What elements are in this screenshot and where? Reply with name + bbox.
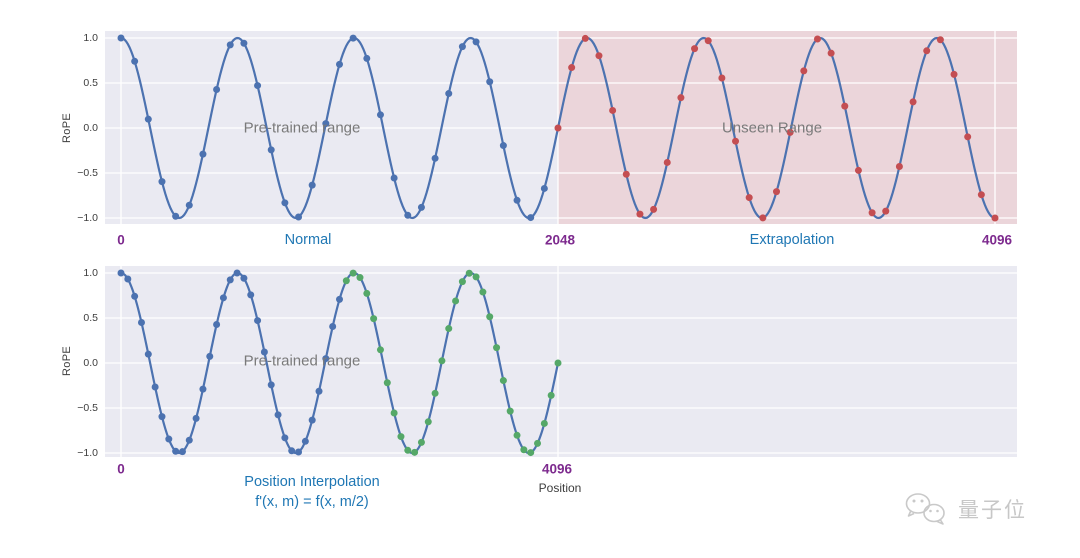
- top-annotation-unseen-range: Unseen Range: [721, 119, 823, 137]
- top-ytick-0.5: 0.5: [83, 77, 98, 89]
- bottom-ytick-0.5: 0.5: [83, 312, 98, 324]
- bottom-ytick-0.0: 0.0: [83, 357, 98, 369]
- wechat-chat-bubbles-icon: [905, 493, 945, 525]
- bottom-ytick-1.0: 1.0: [83, 267, 98, 279]
- bottom-ytick-m1.0: −1.0: [77, 447, 98, 459]
- top-xtick-2048: 2048: [544, 232, 576, 248]
- bottom-xtick-4096: 4096: [541, 461, 573, 477]
- bottom-ytick-m0.5: −0.5: [77, 402, 98, 414]
- bottom-xtick-0: 0: [117, 461, 125, 477]
- top-label-extrapolation: Extrapolation: [749, 232, 835, 248]
- bottom-annotation-pretrained-range: Pre-trained range: [243, 352, 361, 370]
- top-xtick-4096: 4096: [981, 232, 1013, 248]
- bottom-label-position-interpolation: Position Interpolation: [244, 474, 380, 490]
- bottom-label-formula: f'(x, m) = f(x, m/2): [255, 494, 369, 510]
- top-chart-canvas: [105, 31, 1017, 224]
- bottom-chart-canvas: [105, 266, 1017, 457]
- bottom-x-axis-label: Position: [538, 481, 582, 495]
- top-ytick-1.0: 1.0: [83, 32, 98, 44]
- top-xtick-0: 0: [117, 232, 125, 248]
- top-ytick-m0.5: −0.5: [77, 167, 98, 179]
- watermark-qbitai: 量子位: [903, 492, 1027, 526]
- top-ytick-0.0: 0.0: [83, 122, 98, 134]
- top-ytick-m1.0: −1.0: [77, 212, 98, 224]
- watermark-text: 量子位: [958, 499, 1027, 522]
- top-label-normal: Normal: [284, 232, 332, 248]
- top-annotation-pretrained-range: Pre-trained range: [243, 119, 361, 137]
